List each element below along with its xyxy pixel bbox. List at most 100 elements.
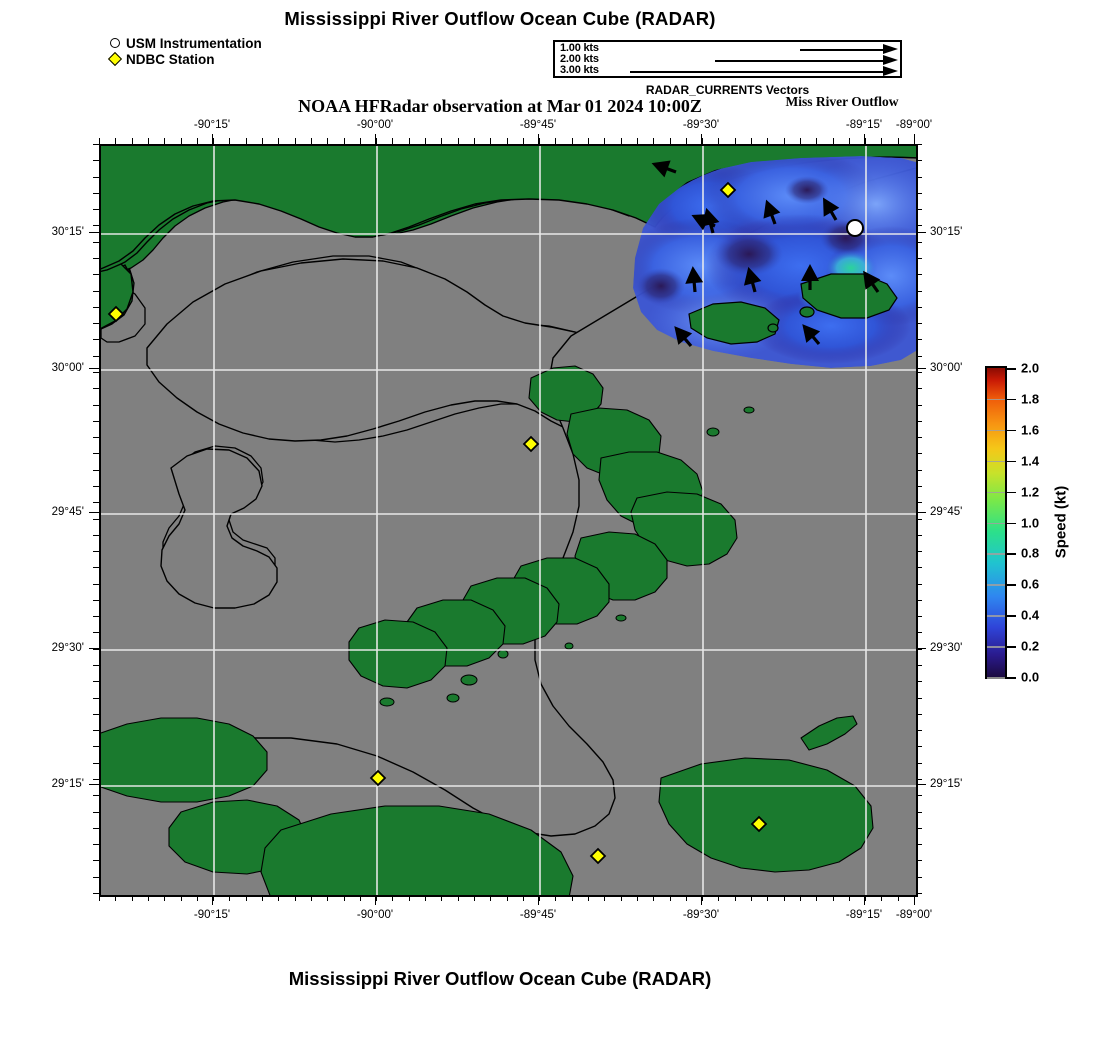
y-minor-tick-left [93, 551, 99, 553]
x-minor-tick-bottom [669, 895, 671, 901]
y-minor-tick-right [916, 404, 922, 406]
x-axis-label-top-4: -89°15' [845, 119, 883, 131]
x-minor-tick-top [881, 138, 883, 144]
x-minor-tick-top [99, 138, 100, 144]
x-minor-tick-bottom [881, 895, 883, 901]
y-minor-tick-left [93, 176, 99, 178]
y-minor-tick-left [93, 665, 99, 667]
x-major-tick-bottom [538, 895, 539, 905]
x-minor-tick-bottom [604, 895, 606, 901]
colorbar-tick [1007, 429, 1016, 432]
x-minor-tick-bottom [294, 895, 296, 901]
y-minor-tick-right [916, 746, 922, 748]
vector-key-row-2: 2.00 kts [555, 54, 900, 66]
x-minor-tick-bottom [718, 895, 720, 901]
y-minor-tick-left [93, 762, 99, 764]
x-minor-tick-top [425, 138, 426, 144]
usm-station-marker[interactable] [846, 219, 864, 237]
x-minor-tick-bottom [229, 895, 231, 901]
page-title: Mississippi River Outflow Ocean Cube (RA… [284, 8, 716, 29]
y-axis-label-left-4: 29°15' [51, 778, 84, 790]
vector-key-row-1: 1.00 kts [555, 43, 900, 55]
x-minor-tick-bottom [522, 895, 524, 901]
y-minor-tick-right [916, 779, 922, 781]
x-minor-tick-bottom [799, 895, 801, 901]
colorbar-tick-label: 0.4 [1021, 607, 1040, 623]
y-minor-tick-left [93, 209, 99, 211]
x-minor-tick-top [115, 138, 117, 144]
x-minor-tick-top [669, 138, 671, 144]
y-minor-tick-right [916, 420, 922, 422]
y-minor-tick-right [916, 485, 922, 487]
colorbar-tick-label: 0.8 [1021, 545, 1040, 561]
x-minor-tick-top [702, 138, 704, 144]
colorbar-segment-divider [987, 646, 1005, 648]
x-minor-tick-top [473, 138, 475, 144]
y-minor-tick-left [93, 681, 99, 683]
ndbc-station-marker[interactable] [107, 305, 125, 323]
current-vector-arrow [743, 266, 762, 293]
y-minor-tick-left [93, 290, 99, 292]
current-vector-arrow [801, 264, 819, 290]
x-minor-tick-top [441, 138, 443, 144]
x-minor-tick-bottom [343, 895, 345, 901]
y-minor-tick-left [93, 274, 99, 276]
y-minor-tick-right [916, 697, 922, 699]
y-minor-tick-left [93, 306, 99, 308]
x-minor-tick-bottom [506, 895, 508, 901]
x-minor-tick-top [147, 138, 149, 144]
x-minor-tick-bottom [490, 895, 492, 901]
x-minor-tick-bottom [131, 895, 133, 901]
x-major-tick-top [375, 134, 376, 144]
x-major-tick-top [914, 134, 915, 144]
x-minor-tick-top [604, 138, 606, 144]
y-major-tick-right [916, 784, 926, 785]
x-minor-tick-bottom [734, 895, 736, 901]
station-legend: USM Instrumentation NDBC Station [107, 36, 262, 68]
colorbar-tick [1007, 677, 1016, 679]
colorbar-segment-divider [987, 460, 1005, 463]
ndbc-station-marker[interactable] [719, 181, 737, 199]
ndbc-station-marker[interactable] [750, 815, 768, 833]
y-minor-tick-right [916, 844, 922, 846]
x-minor-tick-top [408, 138, 410, 144]
y-minor-tick-left [93, 599, 99, 601]
x-minor-tick-top [359, 138, 361, 144]
y-minor-tick-right [916, 371, 922, 373]
x-axis-label-bottom-1: -90°00' [356, 909, 394, 921]
y-minor-tick-right [916, 795, 922, 797]
x-axis-label-top-2: -89°45' [519, 119, 557, 131]
x-minor-tick-bottom [620, 895, 622, 901]
y-minor-tick-right [916, 144, 922, 145]
y-minor-tick-right [916, 306, 922, 308]
vector-scale-key: 1.00 kts 2.00 kts 3.00 kts [553, 40, 902, 78]
y-axis-label-right-0: 30°15' [930, 226, 963, 238]
ndbc-station-marker[interactable] [589, 847, 607, 865]
y-minor-tick-left [93, 713, 99, 715]
current-vector-arrow [685, 266, 704, 293]
map-canvas[interactable] [99, 144, 918, 897]
x-minor-tick-bottom [392, 895, 394, 901]
y-minor-tick-right [916, 567, 922, 569]
y-minor-tick-left [93, 779, 99, 781]
y-minor-tick-right [916, 323, 922, 325]
legend-label-ndbc: NDBC Station [126, 52, 215, 67]
colorbar-segment-divider [987, 584, 1005, 586]
y-minor-tick-left [93, 339, 99, 341]
y-minor-tick-left [93, 160, 99, 162]
ndbc-station-marker[interactable] [522, 435, 540, 453]
usm-station-markers [846, 219, 864, 237]
x-minor-tick-top [588, 138, 589, 144]
vector-arrowhead-2 [883, 55, 898, 65]
current-vector-arrow [802, 324, 821, 346]
ndbc-station-marker[interactable] [369, 769, 387, 787]
ndbc-station-markers [107, 181, 768, 865]
y-minor-tick-right [916, 518, 922, 520]
y-axis-label-left-1: 30°00' [51, 362, 84, 374]
colorbar-segment-divider [987, 429, 1005, 432]
x-minor-tick-bottom [115, 895, 117, 901]
x-minor-tick-bottom [588, 895, 589, 901]
colorbar-segment-divider [987, 522, 1005, 524]
colorbar-segment-divider [987, 615, 1005, 617]
y-minor-tick-left [93, 453, 99, 455]
